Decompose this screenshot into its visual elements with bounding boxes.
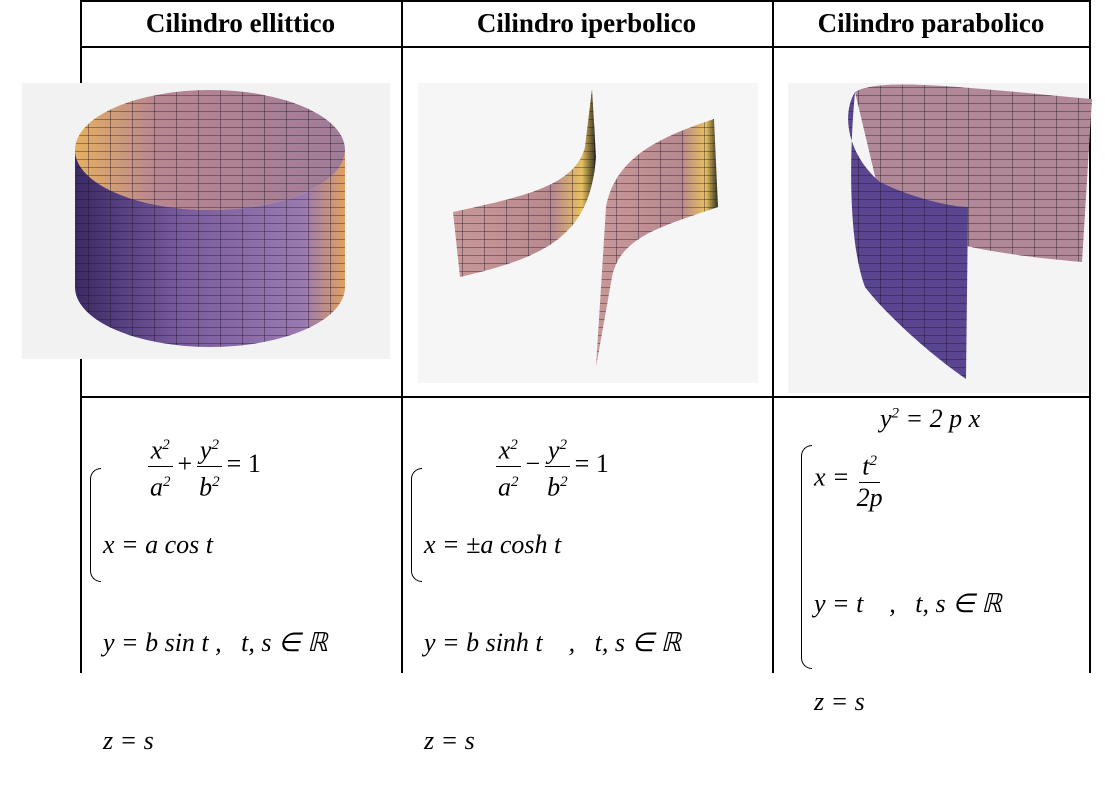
math-text: x = bbox=[814, 462, 850, 491]
equation: y2 = 2 p x bbox=[880, 404, 980, 434]
exponent: 2 bbox=[559, 437, 567, 453]
exponent: 2 bbox=[892, 405, 900, 421]
exponent: 2 bbox=[869, 453, 877, 469]
brace bbox=[411, 468, 422, 582]
math-text: y bbox=[200, 436, 212, 465]
exponent: 2 bbox=[510, 437, 518, 453]
system-row: z = s bbox=[814, 683, 1002, 721]
exponent: 2 bbox=[211, 437, 219, 453]
math-text: = 2 p x bbox=[906, 404, 981, 433]
system: x = a cos t y = b sin t , t, s ∈ ℝ z = s bbox=[103, 466, 328, 790]
surface-images bbox=[0, 47, 1105, 395]
system-row: z = s bbox=[424, 722, 681, 760]
math-text: y bbox=[880, 404, 892, 433]
math-text: x bbox=[151, 436, 163, 465]
brace bbox=[801, 445, 812, 669]
system-row: x = ±a cosh t bbox=[424, 526, 681, 564]
math-text: x bbox=[499, 436, 511, 465]
system: y = t , t, s ∈ ℝ z = s bbox=[814, 525, 1002, 751]
numerator: y2 bbox=[545, 430, 570, 467]
system-row: y = t , t, s ∈ ℝ bbox=[814, 585, 1002, 623]
system-row: y = b sin t , t, s ∈ ℝ bbox=[103, 624, 328, 662]
math-text: y bbox=[548, 436, 560, 465]
system: x = ±a cosh t y = b sinh t , t, s ∈ ℝ z … bbox=[424, 466, 681, 790]
numerator: x2 bbox=[496, 430, 521, 467]
ellipse-grid bbox=[75, 90, 345, 210]
numerator: y2 bbox=[197, 430, 222, 467]
column-title: Cilindro ellittico bbox=[80, 0, 401, 46]
denominator: 2p bbox=[854, 483, 886, 513]
brace bbox=[90, 468, 101, 582]
system-row: x = a cos t bbox=[103, 526, 328, 564]
system-row: z = s bbox=[103, 722, 328, 760]
column-title: Cilindro parabolico bbox=[772, 0, 1090, 46]
table-border bbox=[80, 396, 1090, 398]
exponent: 2 bbox=[162, 437, 170, 453]
numerator: t2 bbox=[859, 446, 880, 483]
column-title: Cilindro iperbolico bbox=[401, 0, 772, 46]
page: Cilindro ellittico Cilindro iperbolico C… bbox=[0, 0, 1105, 673]
numerator: x2 bbox=[148, 430, 173, 467]
system-row: y = b sinh t , t, s ∈ ℝ bbox=[424, 624, 681, 662]
